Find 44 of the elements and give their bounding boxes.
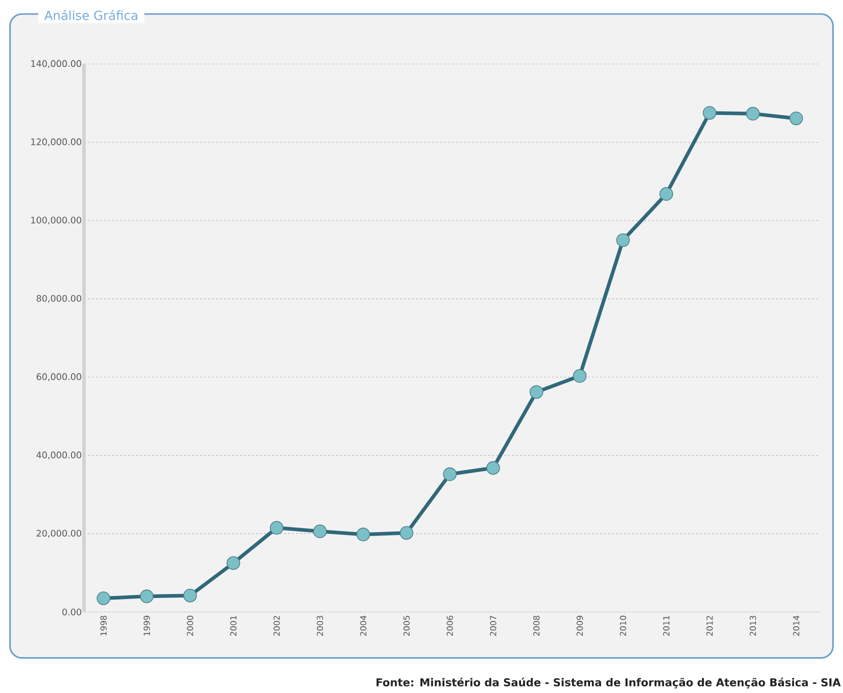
source-note: Fonte: Ministério da Saúde - Sistema de Informação de Atenção Básica - SIA: [376, 678, 841, 688]
point: [96, 591, 110, 606]
x-tick-label: 1998: [100, 616, 107, 636]
y-tick-label: 120,000.00: [31, 138, 82, 146]
x-tick-label: 2007: [490, 616, 496, 636]
x-tick-label: 2003: [316, 616, 324, 636]
point: [746, 106, 760, 120]
point: [400, 526, 414, 540]
point: [572, 369, 587, 383]
x-tick-label: 2012: [706, 616, 713, 636]
point: [443, 467, 457, 482]
point: [530, 385, 544, 399]
y-tick-label: 0.00: [62, 608, 82, 616]
point: [789, 112, 803, 126]
y-tick-label: 100,000.00: [31, 216, 82, 224]
point: [140, 590, 154, 604]
x-tick-label: 2002: [274, 616, 280, 636]
y-tick-label: 20,000.00: [36, 530, 82, 538]
x-tick-label: 2006: [446, 616, 453, 636]
point: [270, 521, 284, 535]
x-tick-label: 2013: [750, 616, 756, 636]
point: [183, 588, 197, 602]
x-tick-label: 2005: [403, 616, 410, 636]
x-tick-label: 2014: [793, 616, 800, 636]
x-tick-label: 2011: [663, 616, 670, 636]
point: [313, 524, 327, 538]
point: [356, 528, 370, 542]
x-tick-label: 2009: [576, 616, 583, 636]
x-tick-label: 2004: [360, 616, 366, 636]
point: [616, 233, 630, 247]
chart-title: Análise Gráfica: [44, 10, 138, 20]
point: [702, 106, 716, 120]
x-tick-label: 2001: [230, 616, 236, 636]
y-tick-label: 140,000.00: [31, 60, 82, 68]
x-tick-label: 1999: [144, 616, 150, 636]
x-tick-label: 2010: [620, 616, 626, 636]
y-tick-label: 60,000.00: [36, 373, 82, 381]
point: [486, 461, 500, 475]
x-tick-label: 2008: [533, 616, 540, 636]
y-tick-label: 80,000.00: [36, 294, 82, 303]
point: [226, 556, 240, 570]
point: [660, 187, 674, 201]
x-tick-label: 2000: [186, 616, 194, 636]
y-tick-label: 40,000.00: [36, 452, 82, 460]
